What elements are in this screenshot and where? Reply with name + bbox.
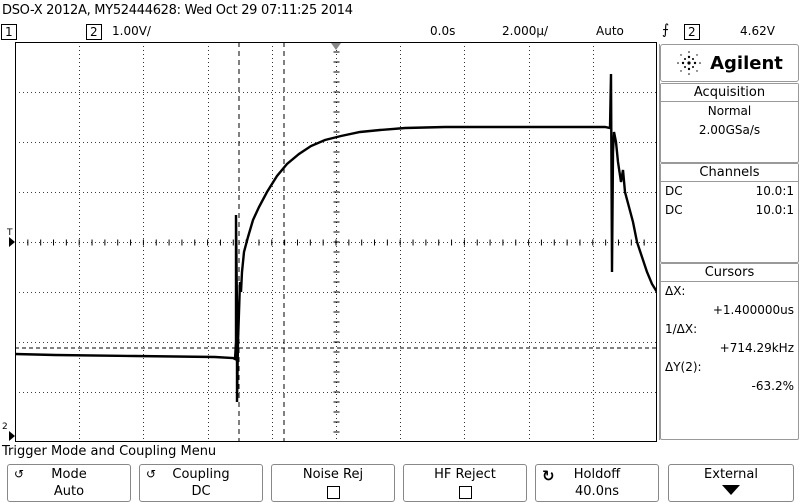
channel-1-coupling: DC	[665, 184, 683, 198]
noise-rej-checkbox[interactable]	[326, 486, 340, 499]
holdoff-value: 40.0ns	[575, 484, 619, 499]
hf-reject-softkey[interactable]: HF Reject	[403, 464, 527, 502]
cursors-title: Cursors	[661, 264, 798, 282]
delta-x-label: ΔX:	[665, 284, 686, 298]
brand-name: Agilent	[710, 52, 783, 74]
status-bar: 1 2 1.00V/ 0.0s 2.000µ/ Auto ⨍ 2 4.62V	[0, 22, 800, 42]
mode-value: Auto	[53, 484, 85, 499]
channel-2-trace	[15, 73, 657, 403]
channel-2-indicator[interactable]: 2	[86, 24, 102, 40]
hf-reject-label: HF Reject	[434, 467, 496, 482]
time-scale: 2.000µ/	[502, 24, 549, 38]
trigger-level-marker: T	[7, 228, 13, 238]
channel-2-scale: 1.00V/	[112, 24, 151, 38]
cursors-section: Cursors ΔX: +1.400000us 1/ΔX: +714.29kHz…	[660, 263, 799, 440]
submenu-arrow-icon	[722, 485, 740, 495]
window-title: DSO-X 2012A, MY52444628: Wed Oct 29 07:1…	[0, 0, 800, 22]
agilent-spark-icon	[677, 51, 701, 75]
holdoff-softkey[interactable]: ↻ Holdoff 40.0ns	[535, 464, 659, 502]
graticule-grid	[15, 42, 657, 442]
coupling-softkey[interactable]: ↺ Coupling DC	[139, 464, 263, 502]
inverse-delta-x-label: 1/ΔX:	[665, 322, 698, 336]
channel-2-coupling: DC	[665, 203, 683, 217]
channel-1-indicator[interactable]: 1	[1, 24, 17, 40]
sample-rate: 2.00GSa/s	[698, 123, 761, 137]
mode-label: Mode	[51, 467, 87, 482]
noise-rej-softkey[interactable]: Noise Rej	[271, 464, 395, 502]
softkey-bar: ↺ Mode Auto ↺ Coupling DC Noise Rej HF R…	[0, 462, 800, 503]
delta-x-value: +1.400000us	[712, 303, 794, 317]
cycle-icon: ↺	[146, 467, 157, 481]
trigger-level: 4.62V	[740, 24, 775, 38]
side-panel: Agilent Acquisition Normal 2.00GSa/s Cha…	[659, 44, 799, 440]
trigger-mode-status: Auto	[596, 24, 624, 38]
channel-2-ground-marker: 2	[2, 422, 8, 432]
hf-reject-checkbox[interactable]	[458, 486, 472, 499]
acquisition-title: Acquisition	[661, 84, 798, 102]
channels-section: Channels DC 10.0:1 DC 10.0:1	[660, 163, 799, 263]
acquisition-section: Acquisition Normal 2.00GSa/s	[660, 83, 799, 163]
coupling-value: DC	[191, 484, 211, 499]
brand-box: Agilent	[660, 44, 799, 82]
waveform-display[interactable]: T 2	[2, 42, 657, 442]
holdoff-label: Holdoff	[573, 467, 621, 482]
channels-title: Channels	[661, 164, 798, 182]
external-label: External	[704, 467, 758, 482]
trigger-edge-icon: ⨍	[662, 22, 670, 38]
inverse-delta-x-value: +714.29kHz	[719, 341, 794, 355]
noise-rej-label: Noise Rej	[302, 467, 364, 482]
coupling-label: Coupling	[172, 467, 230, 482]
mode-softkey[interactable]: ↺ Mode Auto	[7, 464, 131, 502]
acquisition-mode: Normal	[707, 104, 752, 118]
time-offset: 0.0s	[430, 24, 456, 38]
cycle-icon: ↺	[14, 467, 25, 481]
waveform-graticule	[15, 42, 657, 442]
trigger-position-marker	[331, 43, 341, 50]
channel-2-row: DC 10.0:1	[661, 201, 798, 220]
trigger-source: 2	[684, 24, 700, 40]
rotate-knob-icon: ↻	[542, 467, 555, 485]
channel-2-probe: 10.0:1	[755, 203, 794, 217]
menu-title: Trigger Mode and Coupling Menu	[0, 442, 800, 461]
trigger-level-arrow-icon	[9, 237, 15, 247]
external-softkey[interactable]: External	[668, 464, 794, 502]
channel-1-row: DC 10.0:1	[661, 182, 798, 201]
delta-y-value: -63.2%	[751, 379, 794, 393]
channel-1-probe: 10.0:1	[755, 184, 794, 198]
ground-arrow-icon	[9, 431, 15, 441]
delta-y-label: ΔY(2):	[665, 360, 702, 374]
